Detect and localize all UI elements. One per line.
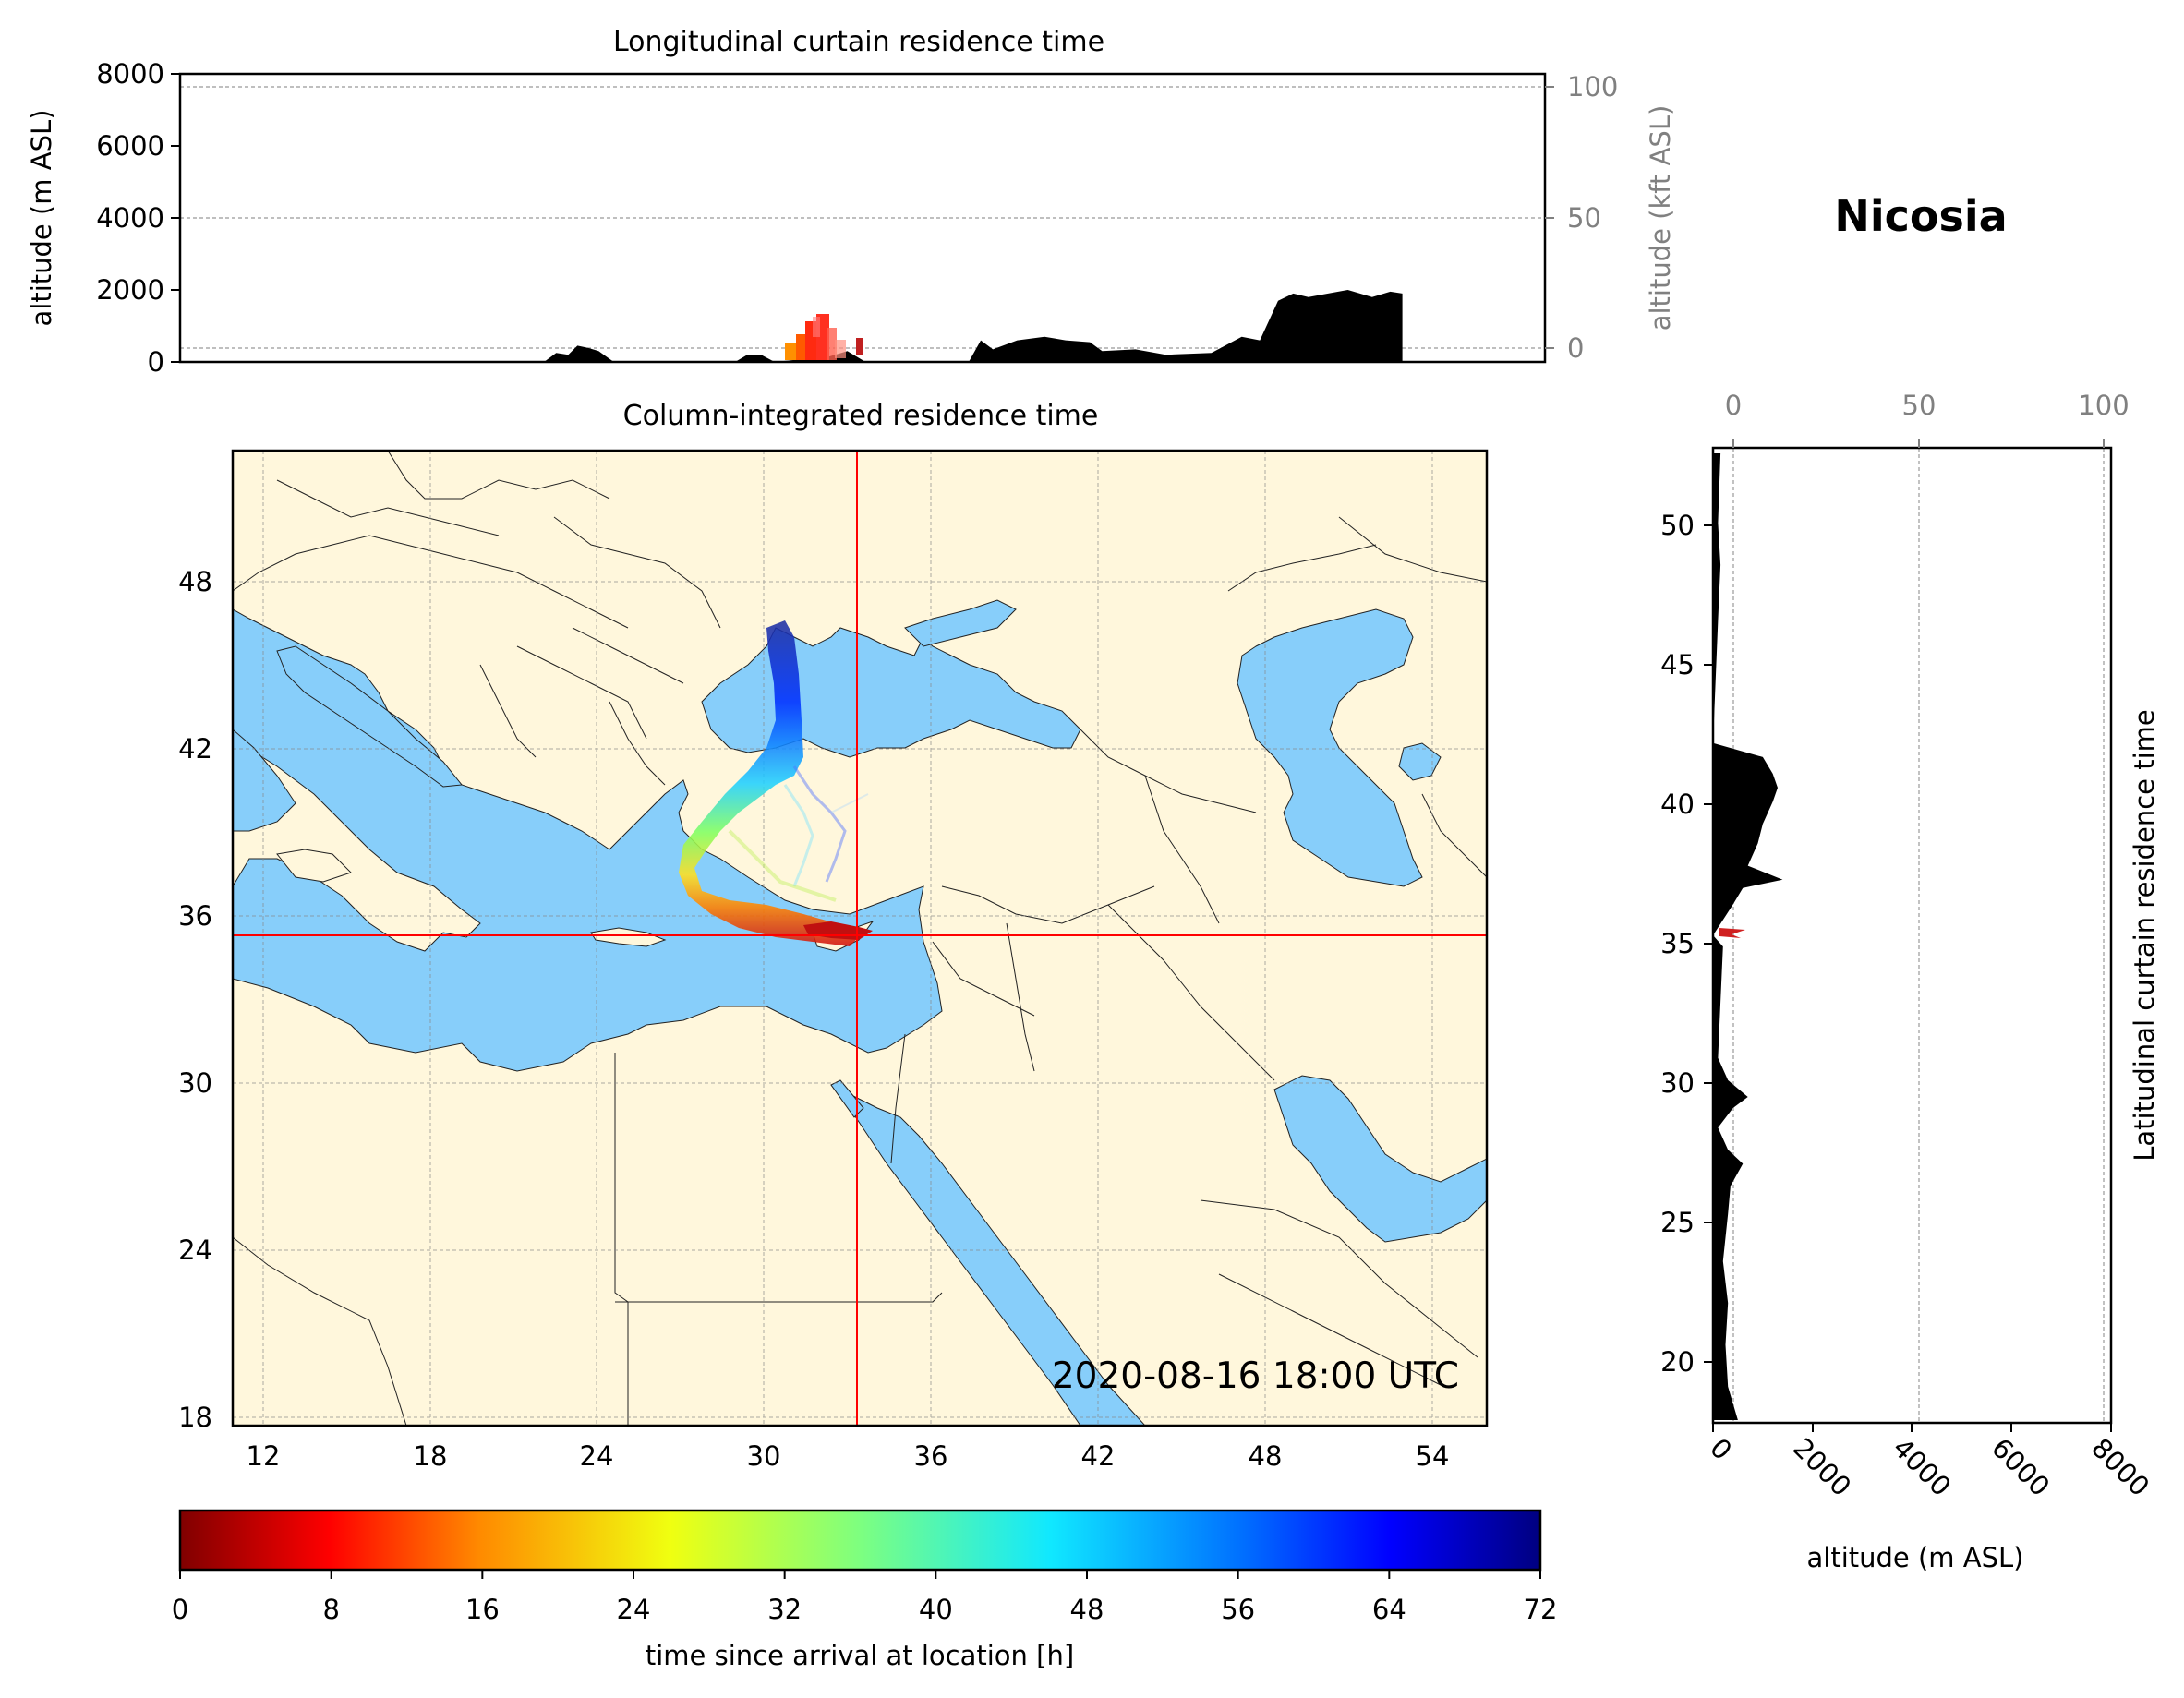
longitudinal-residence-cells [785, 314, 863, 360]
x-tick-label: 54 [1416, 1440, 1450, 1472]
y-tick-label: 8000 [96, 58, 164, 90]
colorbar-ticks: 0 8 16 24 32 40 48 56 64 72 [172, 1570, 1558, 1625]
plume-dispersed-fringe [792, 765, 847, 883]
x-tick-label: 18 [414, 1440, 448, 1472]
residence-cell [827, 328, 837, 360]
colorbar-tick-label: 64 [1372, 1594, 1406, 1625]
x-tick-label: 0 [1704, 1432, 1738, 1466]
crete-island [590, 927, 667, 947]
x-tick-label: 36 [914, 1440, 948, 1472]
colorbar-tick-label: 48 [1070, 1594, 1104, 1625]
y-tick-label: 42 [178, 733, 212, 765]
colorbar-tick-label: 8 [322, 1594, 339, 1625]
y-tick-label: 50 [1660, 510, 1695, 541]
kara-bogaz-bay [1398, 742, 1442, 781]
y-tick-label: 0 [148, 346, 164, 378]
y-tick-label: 30 [178, 1067, 212, 1099]
plume-dispersed-fringe [783, 784, 814, 887]
colorbar-tick-label: 16 [465, 1594, 500, 1625]
colorbar-label: time since arrival at location [h] [646, 1640, 1074, 1671]
sicily-island [276, 849, 352, 883]
longitudinal-curtain-title: Longitudinal curtain residence time [613, 26, 1104, 58]
top-tick-label: 0 [1725, 390, 1742, 421]
x-tick-label: 6000 [1985, 1432, 2056, 1502]
colorbar-tick-label: 72 [1524, 1594, 1558, 1625]
gulf-of-suez [830, 1079, 864, 1118]
plume-main-swath [679, 620, 863, 946]
longitudinal-terrain-area [544, 290, 1403, 362]
latitudinal-curtain-title: Latitudinal curtain residence time [2129, 709, 2160, 1162]
map-x-axis: 12 18 24 30 36 42 48 54 [247, 1440, 1450, 1472]
y-tick-label: 4000 [96, 202, 164, 234]
x-tick-label: 24 [580, 1440, 614, 1472]
right-tick-label: 100 [1567, 71, 1618, 102]
x-tick-label: 48 [1249, 1440, 1283, 1472]
colorbar-tick-label: 56 [1221, 1594, 1255, 1625]
y-tick-label: 48 [178, 566, 212, 597]
persian-gulf [1273, 1075, 1487, 1243]
colorbar-gradient [178, 1509, 1542, 1572]
map-frame [231, 449, 1489, 1427]
colorbar-tick-label: 40 [919, 1594, 953, 1625]
sea-of-azov [904, 599, 1017, 647]
x-tick-label: 2000 [1787, 1432, 1857, 1502]
map-graticule [233, 451, 1487, 1426]
latitudinal-residence-cells [1719, 928, 1745, 938]
latitudinal-terrain-area [1713, 453, 1783, 1420]
y-tick-label: 35 [1660, 928, 1695, 959]
map-title: Column-integrated residence time [623, 400, 1099, 432]
x-tick-label: 8000 [2085, 1432, 2155, 1502]
y-tick-label: 30 [1660, 1067, 1695, 1099]
top-tick-label: 100 [2078, 390, 2129, 421]
right-tick-label: 50 [1567, 202, 1601, 234]
latitudinal-x-axis-label: altitude (m ASL) [1807, 1542, 2024, 1573]
residence-cell [835, 340, 846, 358]
longitudinal-y-axis-label: altitude (m ASL) [26, 110, 57, 327]
x-tick-label: 42 [1081, 1440, 1116, 1472]
station-title: Nicosia [1834, 191, 2007, 241]
latitudinal-top-axis: 0 50 100 [1725, 390, 2130, 448]
longitudinal-right-axis-label: altitude (kft ASL) [1645, 105, 1676, 331]
map-y-axis: 18 24 30 36 42 48 [178, 566, 212, 1433]
x-tick-label: 4000 [1887, 1432, 1957, 1502]
red-sea [830, 1084, 1146, 1426]
x-tick-label: 12 [247, 1440, 281, 1472]
plume-dispersed-fringe [830, 793, 869, 813]
y-tick-label: 40 [1660, 789, 1695, 820]
y-tick-label: 20 [1660, 1346, 1695, 1378]
latitudinal-bottom-axis: 0 2000 4000 6000 8000 altitude (m ASL) [1704, 1423, 2155, 1573]
y-tick-label: 36 [178, 900, 212, 932]
latitudinal-curtain-panel: 0 50 100 20 25 30 35 40 45 50 [1660, 390, 2160, 1573]
timestamp-label: 2020-08-16 18:00 UTC [1052, 1355, 1459, 1397]
top-tick-label: 50 [1902, 390, 1937, 421]
y-tick-label: 45 [1660, 649, 1695, 680]
longitudinal-right-axis: 0 50 100 altitude (kft ASL) [1545, 71, 1676, 364]
colorbar: 0 8 16 24 32 40 48 56 64 72 time since arrival at… [172, 1509, 1558, 1671]
y-tick-label: 6000 [96, 130, 164, 162]
plume-dispersed-fringe [728, 829, 837, 902]
right-tick-label: 0 [1567, 332, 1584, 364]
longitudinal-left-axis: 0 2000 4000 6000 8000 altitude (m ASL) [26, 58, 180, 378]
y-tick-label: 2000 [96, 274, 164, 306]
y-tick-label: 25 [1660, 1207, 1695, 1238]
western-sea [233, 729, 296, 832]
residence-cell [856, 338, 863, 355]
country-borders [233, 451, 1487, 1426]
colorbar-tick-label: 0 [172, 1594, 188, 1625]
x-tick-label: 30 [747, 1440, 781, 1472]
latitudinal-left-axis: 20 25 30 35 40 45 50 [1660, 510, 1713, 1378]
map-panel: Column-integrated residence time [178, 400, 1489, 1472]
caspian-sea [1237, 608, 1423, 887]
residence-cell [813, 317, 820, 337]
y-tick-label: 24 [178, 1234, 212, 1266]
colorbar-tick-label: 24 [617, 1594, 651, 1625]
colorbar-tick-label: 32 [767, 1594, 802, 1625]
latitudinal-plot-frame [1711, 446, 2113, 1425]
y-tick-label: 18 [178, 1402, 212, 1433]
adriatic-sea [276, 645, 463, 788]
longitudinal-curtain-panel: Longitudinal curtain residence time 0 [26, 26, 1676, 378]
